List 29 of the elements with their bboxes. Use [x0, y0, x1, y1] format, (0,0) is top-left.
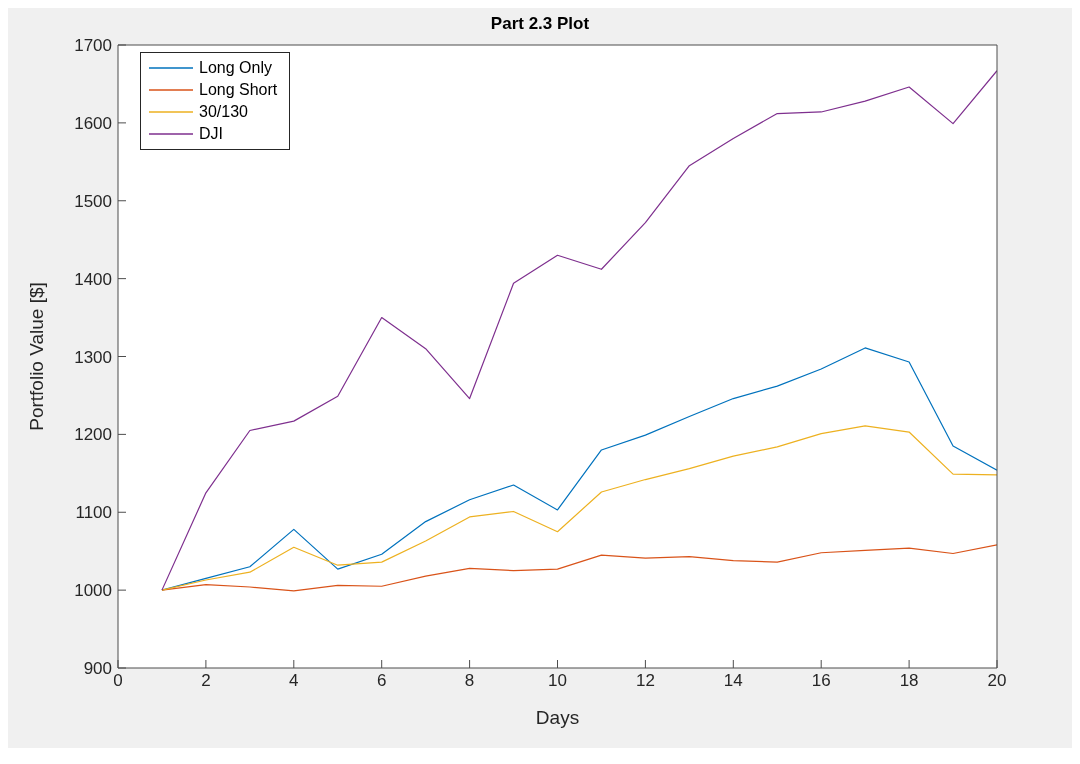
x-tick-label: 12 — [635, 671, 655, 691]
legend-label: Long Short — [199, 80, 278, 100]
y-tick-label: 1400 — [74, 269, 112, 289]
x-axis-title: Days — [535, 707, 580, 728]
legend-label: DJI — [199, 124, 223, 144]
x-tick-label: 20 — [987, 671, 1007, 691]
x-tick-label: 4 — [289, 671, 299, 691]
line-series — [161, 425, 997, 591]
legend-label: Long Only — [199, 58, 272, 78]
y-axis-title: Portfolio Value [$] — [25, 282, 47, 431]
y-tick-label: 1600 — [74, 113, 112, 133]
x-tick-label: 18 — [899, 671, 919, 691]
y-tick-label: 1200 — [74, 425, 112, 445]
x-tick-label: 2 — [201, 671, 211, 691]
y-tick-label: 1500 — [74, 191, 112, 211]
y-tick-label: 1100 — [75, 503, 112, 523]
line-series — [161, 544, 997, 592]
x-tick-label: 6 — [376, 671, 387, 691]
x-tick-label: 10 — [548, 671, 567, 691]
chart-title: Part 2.3 Plot — [489, 13, 591, 35]
x-tick-label: 0 — [113, 671, 123, 691]
y-tick-label: 900 — [83, 659, 112, 679]
y-tick-label: 1700 — [74, 36, 112, 56]
y-tick-label: 1000 — [74, 581, 112, 601]
x-tick-label: 8 — [464, 671, 475, 691]
y-tick-label: 1300 — [74, 347, 112, 367]
x-tick-label: 16 — [811, 671, 831, 691]
x-tick-label: 14 — [723, 671, 743, 691]
legend-label: 30/130 — [199, 102, 248, 122]
